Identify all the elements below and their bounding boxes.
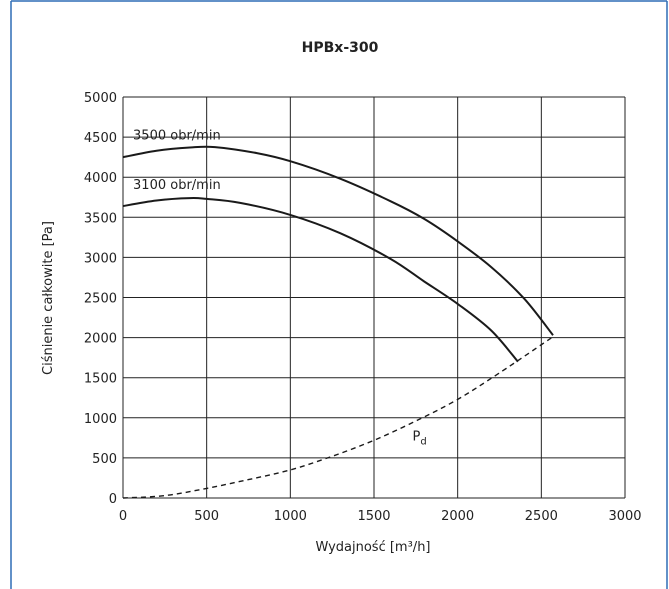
series-lines [122,145,554,499]
y-tick-label: 1000 [84,412,117,427]
tick-labels: 0 500 1000 1500 2000 2500 3000 0 500 1000 1500 2000… [84,91,642,524]
annotation-label: Pd [412,429,426,447]
x-tick-label: 3000 [608,509,641,524]
y-tick-label: 5000 [84,91,117,106]
x-tick-label: 2000 [441,509,474,524]
grid [122,96,626,499]
y-tick-label: 2000 [84,332,117,347]
y-axis-label: Ciśnienie całkowite [Pa] [41,221,56,375]
x-tick-label: 1000 [274,509,307,524]
y-tick-label: 1500 [84,372,117,387]
annotation-label: 3500 obr/min [133,129,221,144]
x-tick-label: 500 [194,509,219,524]
y-tick-label: 4500 [84,131,117,146]
chart-title: HPBx-300 [302,40,379,56]
series-line-1 [122,196,519,363]
series-line-2 [122,336,554,499]
y-tick-label: 4000 [84,171,117,186]
x-tick-label: 1500 [357,509,390,524]
y-tick-label: 0 [109,492,117,507]
x-tick-label: 0 [119,509,127,524]
y-tick-label: 500 [92,452,117,467]
x-axis-label: Wydajność [m³/h] [315,540,430,555]
series-line-0 [122,145,554,336]
y-tick-label: 3500 [84,211,117,226]
annotation-label: 3100 obr/min [133,178,221,193]
y-tick-label: 3000 [84,251,117,266]
x-tick-label: 2500 [525,509,558,524]
annotations: 3500 obr/min 3100 obr/min Pd [133,129,427,448]
y-tick-label: 2500 [84,292,117,307]
